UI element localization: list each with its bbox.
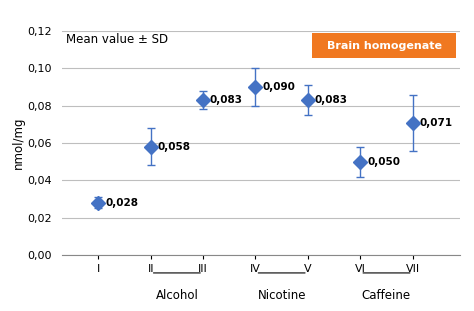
Text: 0,083: 0,083 (315, 95, 347, 105)
Y-axis label: nmol/mg: nmol/mg (11, 117, 25, 169)
Text: 0,058: 0,058 (157, 142, 191, 152)
Text: Alcohol: Alcohol (155, 289, 198, 302)
Text: 0,090: 0,090 (262, 82, 295, 92)
Text: Caffeine: Caffeine (362, 289, 411, 302)
Text: Mean value ± SD: Mean value ± SD (65, 33, 168, 46)
Text: 0,050: 0,050 (367, 157, 400, 167)
Text: 0,028: 0,028 (105, 198, 138, 208)
Text: Nicotine: Nicotine (257, 289, 306, 302)
Text: 0,071: 0,071 (419, 118, 453, 128)
Text: 0,083: 0,083 (210, 95, 243, 105)
